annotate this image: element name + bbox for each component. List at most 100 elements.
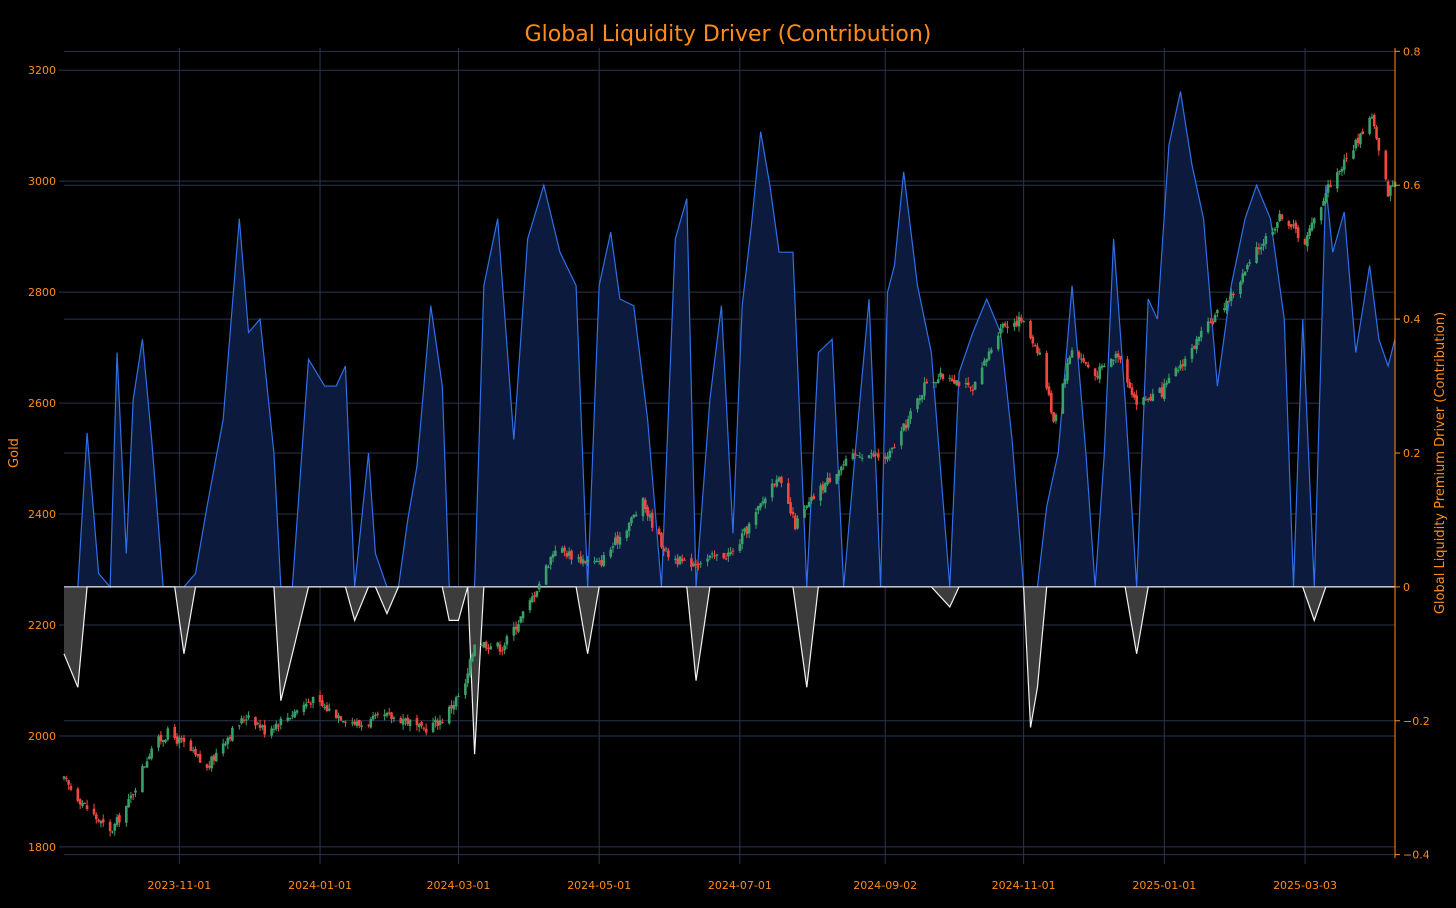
candle-body [1119, 355, 1122, 360]
candle-body [431, 722, 435, 732]
candle-body [1045, 352, 1048, 389]
candle-body [890, 447, 894, 450]
candle [1045, 350, 1048, 391]
candle-body [189, 740, 193, 751]
candle-body [787, 483, 790, 504]
candle-body [194, 749, 197, 755]
candle [1294, 219, 1298, 234]
candle-body [1232, 293, 1235, 295]
candle-body [934, 382, 938, 384]
candle-body [757, 506, 760, 511]
candle-body [1264, 236, 1268, 244]
candle-body [274, 723, 278, 730]
candle [118, 812, 121, 827]
candle-body [731, 550, 735, 552]
candle-body [512, 626, 516, 636]
candle-body [1063, 378, 1067, 385]
candle [886, 452, 889, 463]
candle-body [309, 703, 313, 705]
candle-body [821, 484, 825, 491]
candle [577, 554, 580, 563]
candle-body [307, 701, 310, 703]
candle [254, 716, 257, 730]
candle-body [773, 483, 776, 485]
candle [1296, 224, 1300, 243]
candle-body [441, 721, 444, 723]
candle [436, 718, 439, 730]
candle-body [1181, 364, 1185, 367]
candle-body [175, 736, 179, 744]
candle [840, 465, 843, 476]
x-tick-label: 2023-11-01 [147, 879, 211, 892]
candle [182, 734, 186, 748]
candle [1174, 366, 1178, 377]
candle-body [178, 737, 181, 744]
candle-body [85, 805, 89, 810]
candle-body [447, 706, 451, 724]
candle [1377, 137, 1381, 156]
candle-body [1308, 228, 1311, 236]
candle-body [560, 547, 564, 553]
candle [793, 512, 797, 531]
candle [934, 381, 938, 388]
candle [318, 690, 322, 706]
candle [973, 381, 977, 391]
candle-body [148, 756, 151, 760]
candle-body [62, 776, 66, 779]
candle-body [1130, 387, 1134, 395]
candle-body [78, 799, 82, 805]
candle-body [1262, 243, 1265, 247]
x-tick-label: 2024-01-01 [288, 879, 352, 892]
candle [969, 386, 972, 392]
candle [424, 723, 428, 736]
candle [194, 746, 197, 757]
candle-body [111, 831, 114, 833]
candle [1183, 356, 1187, 371]
candle [1259, 243, 1263, 255]
candle [291, 710, 294, 720]
candle [468, 657, 472, 678]
candle-body [996, 335, 1000, 350]
candle [1322, 197, 1325, 206]
candle [909, 408, 912, 424]
candle-body [1303, 239, 1307, 245]
candle-body [1103, 365, 1106, 368]
candle-body [1022, 320, 1025, 323]
candle-body [1093, 368, 1097, 376]
candle-body [1352, 150, 1355, 159]
candle [1211, 318, 1215, 326]
candle-body [876, 453, 880, 458]
candle [521, 611, 525, 623]
candle-body [182, 737, 186, 742]
candle [351, 717, 354, 727]
candle [918, 394, 922, 405]
candle [441, 718, 444, 724]
candle-body [164, 739, 167, 743]
candle [1340, 166, 1344, 177]
x-tick-label: 2025-03-03 [1273, 879, 1337, 892]
candle-body [810, 497, 813, 501]
candle [936, 373, 940, 384]
candle [1232, 291, 1235, 299]
candle [196, 753, 200, 758]
candle [272, 724, 276, 733]
candle-body [325, 705, 329, 712]
candle [1345, 152, 1348, 162]
candle-body [1038, 352, 1042, 355]
candle [339, 716, 343, 722]
candle-body [535, 591, 539, 597]
candle-body [334, 709, 338, 719]
candle [1149, 393, 1152, 402]
candle-body [918, 398, 922, 401]
candle [1356, 133, 1360, 147]
candle [482, 641, 486, 649]
candle [244, 714, 248, 726]
candle [76, 787, 80, 803]
candle [148, 753, 151, 760]
candle [417, 722, 421, 733]
candle-body [837, 470, 841, 477]
candle-body [1338, 171, 1341, 173]
candle [450, 700, 453, 714]
candle [447, 704, 451, 725]
candle [955, 380, 959, 387]
